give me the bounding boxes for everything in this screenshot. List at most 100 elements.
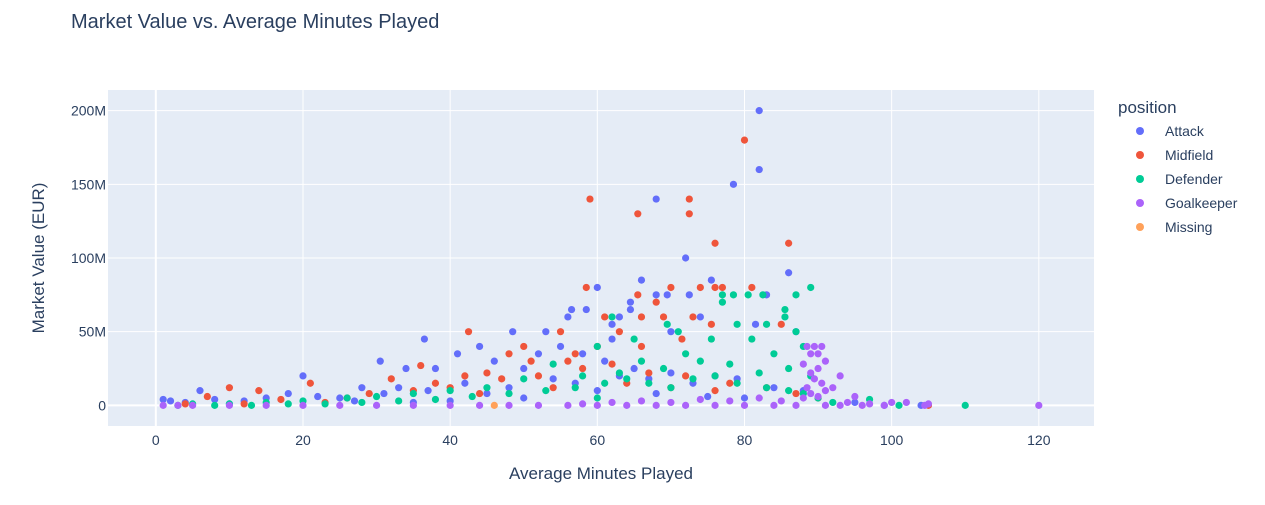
x-axis-title: Average Minutes Played: [509, 464, 693, 483]
data-point: [240, 400, 248, 408]
data-point: [395, 397, 403, 405]
data-point: [718, 291, 727, 299]
data-point: [475, 389, 484, 398]
data-point: [564, 357, 572, 365]
data-point: [556, 342, 565, 351]
data-point: [634, 291, 642, 299]
data-point: [645, 379, 653, 387]
data-point: [829, 384, 837, 392]
data-point: [582, 283, 590, 292]
y-axis-ticks: 0 50M 100M 150M 200M: [71, 103, 106, 414]
data-point: [579, 350, 587, 358]
x-tick-label: 20: [295, 432, 311, 448]
data-point: [468, 392, 476, 401]
data-point: [593, 342, 601, 351]
data-point: [556, 328, 565, 336]
series-missing: [490, 401, 498, 409]
data-point: [726, 379, 734, 387]
data-point: [549, 360, 557, 368]
data-point: [520, 394, 528, 402]
data-point: [431, 395, 440, 404]
data-point: [799, 360, 807, 368]
data-point: [821, 357, 830, 365]
data-point: [836, 401, 844, 409]
data-point: [652, 401, 660, 409]
data-point: [792, 291, 800, 299]
data-point: [652, 195, 660, 203]
data-point: [159, 395, 167, 404]
data-point: [564, 401, 572, 409]
data-point: [770, 350, 778, 358]
y-tick-label: 50M: [79, 324, 106, 340]
data-point: [858, 401, 866, 409]
data-point: [376, 357, 384, 365]
data-point: [615, 313, 623, 321]
data-point: [880, 401, 888, 409]
data-point: [262, 401, 270, 409]
data-point: [582, 305, 590, 314]
data-point: [211, 401, 219, 409]
data-point: [431, 379, 440, 387]
legend-marker: [1136, 151, 1144, 159]
data-point: [387, 375, 395, 383]
data-point: [674, 328, 682, 336]
data-point: [314, 392, 322, 401]
legend-item-midfield[interactable]: Midfield: [1136, 147, 1213, 163]
legend-item-missing[interactable]: Missing: [1136, 219, 1212, 235]
data-point: [748, 335, 756, 343]
data-point: [634, 210, 642, 218]
legend-label: Goalkeeper: [1165, 195, 1238, 211]
legend-item-defender[interactable]: Defender: [1136, 171, 1223, 187]
data-point: [836, 372, 844, 380]
data-point: [682, 254, 690, 262]
data-point: [785, 364, 793, 373]
data-point: [785, 239, 793, 247]
data-point: [667, 398, 675, 407]
data-point: [696, 313, 704, 321]
data-point: [461, 379, 469, 387]
data-point: [446, 401, 454, 409]
data-point: [726, 360, 734, 368]
data-point: [564, 313, 572, 321]
y-tick-label: 200M: [71, 103, 106, 119]
series-defender: [174, 283, 969, 409]
data-point: [729, 291, 738, 299]
data-point: [781, 313, 789, 321]
data-point: [380, 389, 388, 398]
data-point: [623, 375, 631, 383]
data-point: [740, 136, 749, 144]
data-point: [652, 389, 660, 398]
data-point: [299, 372, 307, 380]
data-point: [637, 357, 646, 365]
data-point: [336, 401, 344, 409]
data-point: [534, 401, 543, 409]
data-point: [277, 395, 285, 404]
data-point: [637, 342, 646, 351]
data-point: [807, 283, 815, 292]
data-point: [807, 389, 815, 398]
data-point: [608, 313, 616, 321]
data-point: [483, 369, 491, 377]
data-point: [623, 401, 631, 409]
data-point: [682, 401, 690, 409]
data-point: [807, 350, 815, 358]
legend-item-attack[interactable]: Attack: [1136, 123, 1205, 139]
legend[interactable]: position Attack Midfield Defender Goalkeepe…: [1118, 98, 1238, 235]
data-point: [247, 401, 256, 409]
data-point: [792, 401, 800, 409]
data-point: [203, 392, 211, 401]
data-point: [608, 398, 616, 407]
data-point: [601, 379, 609, 387]
data-point: [446, 387, 454, 395]
data-point: [299, 401, 307, 409]
data-point: [593, 394, 601, 402]
data-point: [667, 328, 675, 336]
data-point: [166, 397, 175, 405]
legend-item-goalkeeper[interactable]: Goalkeeper: [1136, 195, 1238, 211]
data-point: [505, 401, 513, 409]
x-axis-ticks: 0 20 40 60 80 100 120: [152, 432, 1051, 448]
legend-label: Defender: [1165, 171, 1223, 187]
data-point: [579, 364, 587, 373]
data-point: [520, 364, 528, 373]
